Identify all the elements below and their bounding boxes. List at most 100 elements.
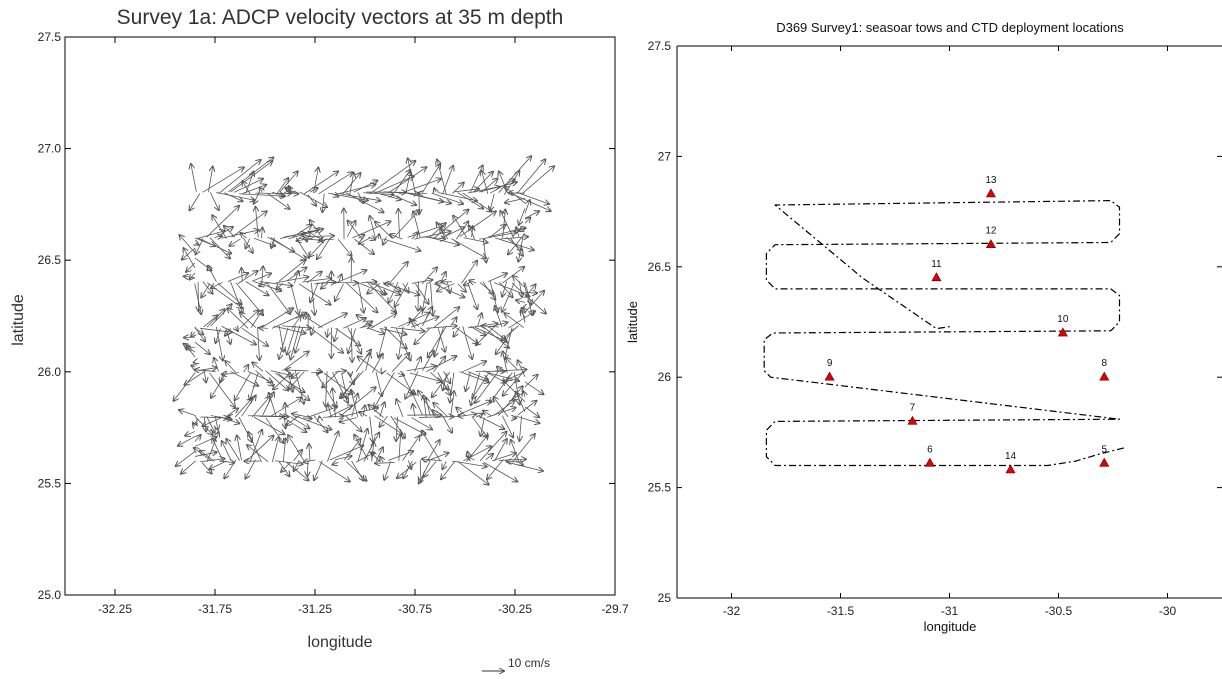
y-tick-label: 26.0 <box>38 365 62 379</box>
velocity-vector <box>251 397 270 418</box>
velocity-vector <box>431 192 463 204</box>
y-tick-label: 26.5 <box>648 260 672 274</box>
velocity-vector <box>242 181 251 194</box>
velocity-vector <box>214 358 220 372</box>
velocity-vector <box>292 414 312 419</box>
velocity-vector <box>311 326 314 335</box>
velocity-vector <box>275 372 304 392</box>
velocity-vector <box>219 461 234 463</box>
velocity-vector <box>319 239 334 240</box>
velocity-vector <box>226 439 241 461</box>
velocity-vector <box>380 457 383 462</box>
velocity-vector <box>275 178 288 195</box>
velocity-vector <box>489 281 498 312</box>
velocity-vector <box>244 365 249 373</box>
velocity-vector <box>266 283 290 314</box>
ctd-station-marker <box>931 272 942 282</box>
velocity-vector <box>467 282 477 309</box>
velocity-vector <box>339 387 376 417</box>
velocity-vector <box>317 313 347 329</box>
velocity-vector <box>191 332 195 336</box>
velocity-vector <box>505 197 526 203</box>
velocity-vector <box>320 372 322 373</box>
velocity-vector <box>390 415 405 438</box>
velocity-vector <box>193 424 195 427</box>
velocity-vector <box>433 403 448 417</box>
velocity-vector <box>346 221 355 238</box>
velocity-vector <box>230 281 242 313</box>
velocity-vector <box>523 282 533 315</box>
velocity-vector <box>204 372 206 382</box>
velocity-vector <box>186 262 196 272</box>
velocity-vector <box>453 326 460 336</box>
velocity-vector <box>428 236 459 245</box>
velocity-vector <box>375 462 395 463</box>
velocity-vector <box>218 160 260 194</box>
velocity-vector <box>494 439 507 462</box>
ctd-station-label: 14 <box>1005 451 1017 462</box>
velocity-vector <box>255 207 258 238</box>
velocity-vector <box>204 416 206 432</box>
velocity-vector <box>286 370 309 371</box>
velocity-vector <box>413 212 421 238</box>
velocity-vector <box>208 167 212 193</box>
velocity-vector <box>269 393 277 416</box>
velocity-vector <box>497 367 504 374</box>
velocity-vector <box>383 326 407 349</box>
velocity-vector <box>507 462 543 471</box>
y-tick-label: 26 <box>658 370 672 384</box>
velocity-vector <box>186 345 196 358</box>
velocity-vector <box>499 459 526 460</box>
velocity-vector <box>339 274 342 283</box>
velocity-vector <box>447 282 450 293</box>
velocity-vector <box>390 194 416 205</box>
velocity-vector <box>348 221 363 240</box>
velocity-vector <box>518 360 526 377</box>
velocity-vector <box>303 418 312 419</box>
velocity-vector <box>319 461 350 482</box>
velocity-vector <box>389 262 408 284</box>
velocity-vector <box>357 315 375 328</box>
velocity-vector <box>202 417 222 427</box>
velocity-vector <box>184 276 196 278</box>
velocity-vector <box>434 326 444 357</box>
velocity-vector <box>304 171 338 195</box>
velocity-vector <box>195 370 216 372</box>
velocity-vector <box>327 432 338 462</box>
velocity-vector <box>194 452 217 457</box>
velocity-vector <box>411 320 420 327</box>
velocity-vector <box>432 371 451 397</box>
velocity-vector <box>181 460 196 474</box>
velocity-vector <box>503 210 506 238</box>
velocity-vector <box>190 272 196 280</box>
velocity-vector <box>179 410 196 417</box>
velocity-vector <box>238 417 252 442</box>
y-tick-label: 26.5 <box>38 253 62 267</box>
velocity-vector <box>498 156 531 193</box>
velocity-vector <box>237 271 257 284</box>
velocity-vector <box>395 282 409 306</box>
velocity-vector <box>405 371 419 398</box>
velocity-vector <box>201 462 212 474</box>
velocity-vector <box>517 159 546 193</box>
velocity-vector <box>483 326 509 348</box>
velocity-vector <box>370 416 373 441</box>
velocity-vector <box>510 237 523 256</box>
chart-title: Survey 1a: ADCP velocity vectors at 35 m… <box>117 6 564 29</box>
velocity-vector <box>227 308 249 329</box>
velocity-vector <box>224 459 237 479</box>
velocity-vector <box>224 192 242 201</box>
velocity-vector <box>252 362 264 372</box>
velocity-vector <box>442 415 452 433</box>
velocity-vector <box>398 313 430 328</box>
velocity-vector <box>271 237 274 248</box>
velocity-vector <box>423 282 428 310</box>
velocity-vector <box>433 357 446 373</box>
velocity-vector <box>507 371 526 380</box>
velocity-vector <box>456 327 477 344</box>
velocity-vector <box>439 227 464 240</box>
velocity-vector <box>393 417 426 435</box>
velocity-vector <box>371 453 380 462</box>
vector-field <box>174 156 555 484</box>
velocity-vector <box>457 192 484 208</box>
